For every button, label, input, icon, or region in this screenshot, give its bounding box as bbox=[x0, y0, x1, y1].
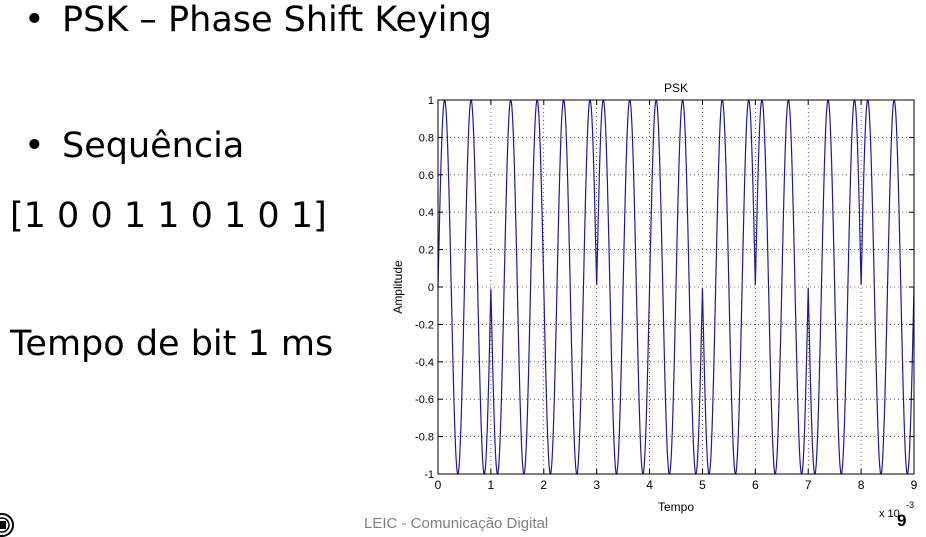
y-tick-label: -0.8 bbox=[415, 432, 434, 444]
x-tick-label: 5 bbox=[699, 478, 706, 492]
x-tick-label: 8 bbox=[858, 478, 865, 492]
axis-ticks: 0 1 2 3 4 5 6 7 8 9 -1 -0.8 -0.6 -0.4 -0.2 0 0.2 0.4 0.6 0.… bbox=[415, 95, 918, 492]
footer-text: LEIC - Comunicação Digital bbox=[364, 515, 549, 532]
x-tick-label: 2 bbox=[540, 478, 547, 492]
bit-time-text: Tempo de bit 1 ms bbox=[10, 324, 334, 364]
x-tick-label: 0 bbox=[435, 478, 442, 492]
psk-chart: 0 1 2 3 4 5 6 7 8 9 -1 -0.8 -0.6 -0.4 -0.2 0 0.2 0.4 0.6 0.… bbox=[391, 81, 918, 520]
y-tick-label: -1 bbox=[424, 469, 434, 481]
y-tick-label: 0.4 bbox=[419, 207, 434, 219]
x-tick-label: 1 bbox=[488, 478, 495, 492]
x-tick-label: 7 bbox=[805, 478, 812, 492]
x-exponent-base: x 10 bbox=[879, 508, 900, 520]
sequence-bullet: • Sequência bbox=[24, 126, 244, 166]
y-tick-label: 0 bbox=[428, 282, 434, 294]
x-tick-label: 9 bbox=[911, 478, 918, 492]
x-tick-label: 4 bbox=[646, 478, 653, 492]
y-tick-label: 0.6 bbox=[419, 170, 434, 182]
y-tick-label: 0.2 bbox=[419, 245, 434, 257]
y-tick-label: -0.6 bbox=[415, 394, 434, 406]
psk-signal-line bbox=[437, 99, 915, 475]
slide-title: PSK – Phase Shift Keying bbox=[62, 0, 492, 40]
x-tick-label: 3 bbox=[593, 478, 600, 492]
university-logo-icon bbox=[0, 513, 14, 537]
x-tick-label: 6 bbox=[752, 478, 759, 492]
sequence-heading: Sequência bbox=[62, 126, 245, 166]
y-tick-label: -0.4 bbox=[415, 357, 434, 369]
bullet-glyph: • bbox=[24, 0, 45, 40]
title-bullet: • PSK – Phase Shift Keying bbox=[24, 0, 492, 40]
chart-title: PSK bbox=[664, 81, 688, 95]
x-exponent-power: -3 bbox=[906, 500, 914, 510]
y-tick-label: 0.8 bbox=[419, 132, 434, 144]
bullet-glyph: • bbox=[24, 126, 45, 166]
y-tick-label: 1 bbox=[428, 95, 434, 107]
y-axis-label: Amplitude bbox=[391, 260, 405, 314]
page-number: 9 bbox=[897, 511, 907, 530]
y-tick-label: -0.2 bbox=[415, 319, 434, 331]
bit-sequence: [1 0 0 1 1 0 1 0 1] bbox=[10, 196, 327, 236]
x-axis-label: Tempo bbox=[658, 500, 694, 514]
